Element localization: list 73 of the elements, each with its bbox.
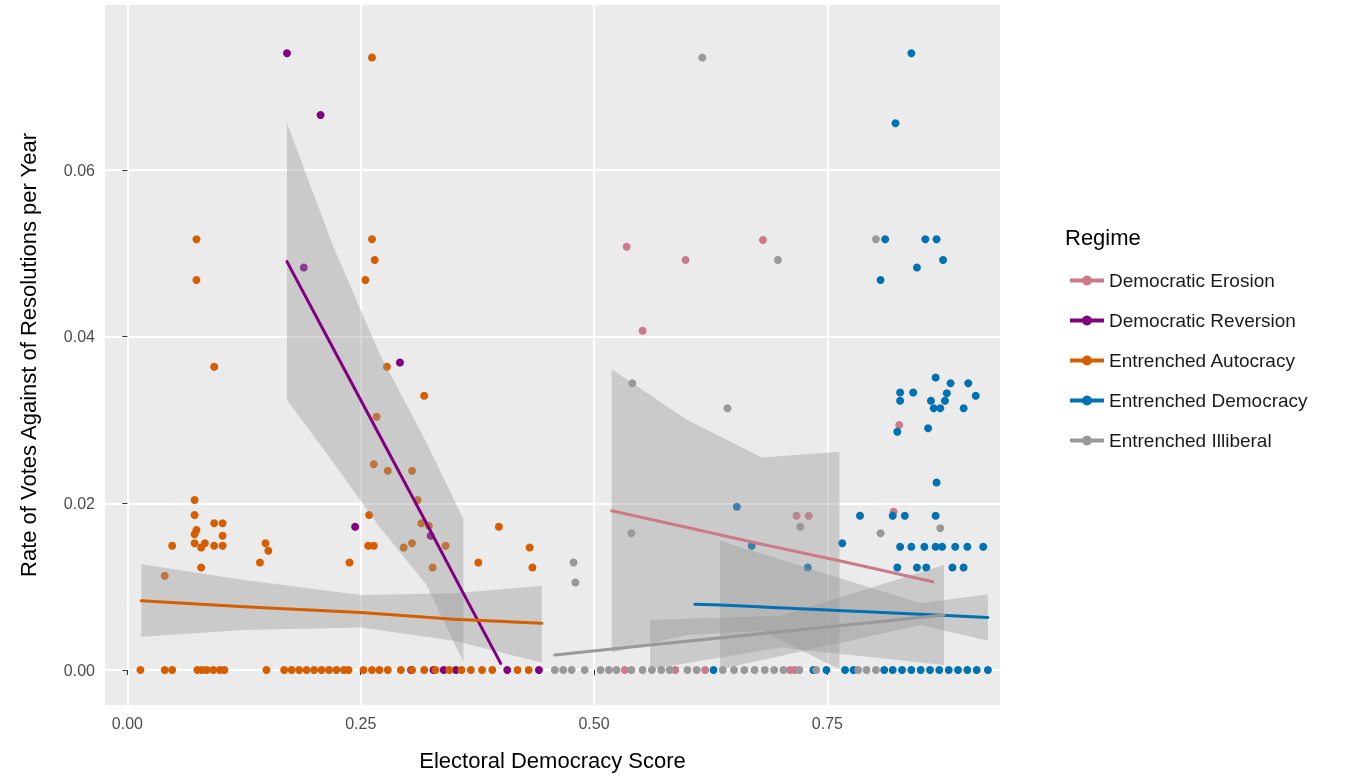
point [854,666,863,674]
point [571,578,580,587]
point [683,666,692,674]
point [936,524,945,533]
point [534,666,543,674]
point [792,511,801,520]
point [701,666,710,674]
point [620,666,629,674]
x-axis-title: Electoral Democracy Score [419,747,686,773]
line-series [693,602,990,619]
point [681,256,690,264]
line-series [553,613,946,657]
y-tick-label: 0.06 [63,161,96,179]
point [876,529,885,538]
point [770,666,779,674]
point [730,666,739,674]
point [351,522,360,531]
point [580,666,589,674]
y-tick-label: 0.00 [63,661,96,679]
legend-label: Entrenched Autocracy [1109,350,1296,371]
point [569,558,578,567]
legend-label: Entrenched Illiberal [1109,430,1272,451]
point [622,242,631,251]
point [750,666,759,674]
point [698,53,707,62]
point [638,326,647,335]
point [627,666,636,674]
y-tick-label: 0.04 [63,328,96,346]
point [796,522,805,531]
x-tick-label: 0.25 [345,714,377,732]
point [647,666,656,674]
point [282,49,291,58]
legend-title: Regime [1065,224,1141,250]
point [718,666,727,674]
point [773,256,782,264]
line-series [285,260,503,665]
point [299,263,308,272]
point [665,666,674,674]
point [503,666,512,674]
legend-label: Democratic Erosion [1109,270,1275,291]
point [657,666,666,674]
point [567,666,576,674]
point [871,235,880,244]
legend-label: Entrenched Democracy [1109,390,1309,411]
point [895,421,904,429]
point [638,666,647,674]
point [612,666,621,674]
line-series [610,509,935,584]
point [692,666,701,674]
line-series [139,599,544,625]
y-axis-title: Rate of Votes Against of Resolutions per Year [15,133,41,577]
point [559,666,568,674]
point [550,666,559,674]
point [316,111,325,119]
point [862,666,871,674]
point [779,666,788,674]
point [627,529,636,538]
x-tick-label: 0.50 [578,714,610,732]
point [596,666,605,674]
point [760,666,769,674]
point [395,358,404,367]
x-tick-label: 0.00 [111,714,144,732]
point [871,666,880,674]
point [758,236,767,244]
x-tick-label: 0.75 [811,714,844,732]
y-tick-label: 0.02 [63,494,96,512]
point [723,404,732,413]
point [795,666,804,674]
point [604,666,613,674]
point [628,379,637,388]
legend-label: Democratic Reversion [1109,310,1296,331]
point [740,666,749,674]
point [804,511,813,520]
